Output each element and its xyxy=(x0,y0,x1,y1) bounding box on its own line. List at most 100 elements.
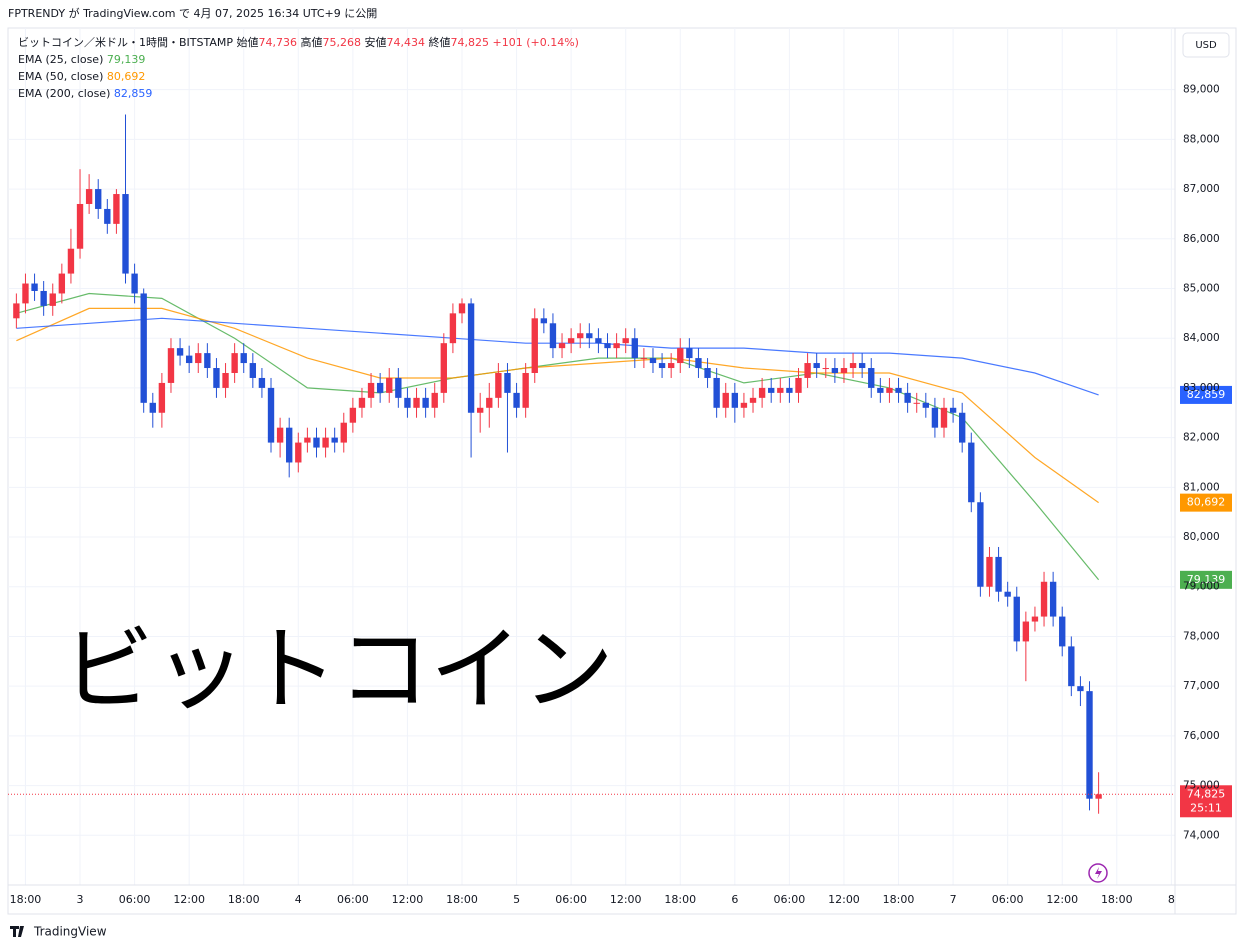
x-tick-label: 18:00 xyxy=(446,893,478,906)
y-tick-label: 81,000 xyxy=(1183,481,1220,493)
candle-body xyxy=(495,372,502,398)
candle-body xyxy=(522,372,529,408)
candle-body xyxy=(249,363,257,378)
candle-body xyxy=(322,437,329,448)
candle-body xyxy=(868,368,875,388)
y-tick-label: 74,000 xyxy=(1183,829,1220,841)
candle-body xyxy=(658,363,666,369)
ohlc-value: 74,825 xyxy=(451,36,490,49)
candle-body xyxy=(949,407,957,413)
candle-body xyxy=(877,387,884,393)
candle-body xyxy=(449,313,457,344)
y-tick-label: 77,000 xyxy=(1183,680,1220,692)
candle-body xyxy=(940,407,948,428)
candle-body xyxy=(404,397,411,408)
marks xyxy=(8,114,1175,814)
candle-body xyxy=(504,372,511,393)
candle-body xyxy=(558,343,566,349)
candle-body xyxy=(304,437,311,443)
candle-body xyxy=(831,368,839,373)
candle-body xyxy=(640,358,648,360)
legend: ビットコイン／米ドル・1時間・BITSTAMP 始値74,736 高値75,26… xyxy=(18,35,579,100)
candle-body xyxy=(386,377,393,393)
candle-body xyxy=(458,303,466,314)
x-tick-label: 18:00 xyxy=(664,893,696,906)
currency: USD xyxy=(1195,40,1217,51)
candle-body xyxy=(904,392,911,403)
candle-body xyxy=(213,368,220,388)
candle-body xyxy=(58,273,66,294)
candle-body xyxy=(276,427,284,443)
candle-body xyxy=(376,382,384,393)
y-tick-label: 88,000 xyxy=(1183,133,1220,145)
candle-body xyxy=(486,397,493,408)
x-tick-label: 06:00 xyxy=(774,893,806,906)
candle-body xyxy=(695,358,702,369)
y-tick-label: 76,000 xyxy=(1183,730,1220,742)
candle-body xyxy=(922,402,929,408)
candle-body xyxy=(95,189,102,209)
candle-body xyxy=(959,412,966,443)
legend-entry: EMA (25, close) 79,139 xyxy=(18,53,145,66)
candle-body xyxy=(231,353,238,373)
candle-body xyxy=(513,392,520,408)
price-tag xyxy=(1180,493,1232,512)
candle-body xyxy=(40,290,47,306)
candle-body xyxy=(13,303,20,319)
candle-body xyxy=(1086,691,1093,799)
candle-body xyxy=(704,368,711,378)
candle-body xyxy=(204,353,211,369)
ohlc-name: 始値 xyxy=(237,35,259,49)
grid xyxy=(8,28,1175,885)
x-tick-label: 5 xyxy=(513,893,520,906)
candle-body xyxy=(286,427,293,463)
alert-icon[interactable] xyxy=(1088,863,1108,883)
countdown: 25:11 xyxy=(1190,801,1222,814)
candle-body xyxy=(722,392,729,408)
legend-title: ビットコイン／米ドル・1時間・BITSTAMP 始値74,736 高値75,26… xyxy=(18,35,579,49)
candle-body xyxy=(995,556,1002,592)
x-tick-label: 06:00 xyxy=(119,893,151,906)
candle-body xyxy=(686,348,693,359)
x-tick-label: 12:00 xyxy=(1046,893,1078,906)
last-price-label: 74,825 xyxy=(1187,787,1226,800)
candle-body xyxy=(477,407,484,413)
candle-body xyxy=(185,355,193,364)
candle-body xyxy=(786,387,793,393)
candle-body xyxy=(977,502,984,587)
candle-body xyxy=(340,422,347,443)
legend-name: EMA (25, close) xyxy=(18,53,103,66)
candle-body xyxy=(758,387,766,398)
candle-body xyxy=(631,338,638,359)
x-tick-label: 18:00 xyxy=(883,893,915,906)
ohlc-value: 74,434 xyxy=(387,36,426,49)
footer: TradingView xyxy=(33,925,107,939)
legend-value: 80,692 xyxy=(107,70,146,83)
candle-body xyxy=(140,293,147,403)
candle-body xyxy=(858,363,866,369)
candle-body xyxy=(677,348,684,364)
candle-body xyxy=(176,348,184,356)
ohlc-name: 安値 xyxy=(365,35,387,49)
candle-body xyxy=(749,397,757,403)
candle-body xyxy=(813,363,820,369)
candle-body xyxy=(822,368,829,370)
candle-body xyxy=(795,377,802,393)
candle-body xyxy=(931,407,939,428)
candle-body xyxy=(840,368,848,373)
price-tag-label: 80,692 xyxy=(1187,496,1226,509)
candle-body xyxy=(1049,581,1057,617)
candle-body xyxy=(540,318,548,324)
ohlc-value: 75,268 xyxy=(323,36,362,49)
candle-body xyxy=(222,372,229,388)
legend-entry: EMA (50, close) 80,692 xyxy=(18,70,145,83)
header: FPTRENDY が TradingView.com で 4月 07, 2025… xyxy=(8,6,377,20)
candle-body xyxy=(731,392,739,408)
candle-body xyxy=(367,382,375,398)
price-tag xyxy=(1180,385,1232,404)
candle-body xyxy=(395,377,402,398)
candle-body xyxy=(622,338,629,344)
currency-button[interactable] xyxy=(1182,32,1230,58)
change: +101 (+0.14%) xyxy=(493,36,579,49)
ema-line xyxy=(16,307,1099,504)
